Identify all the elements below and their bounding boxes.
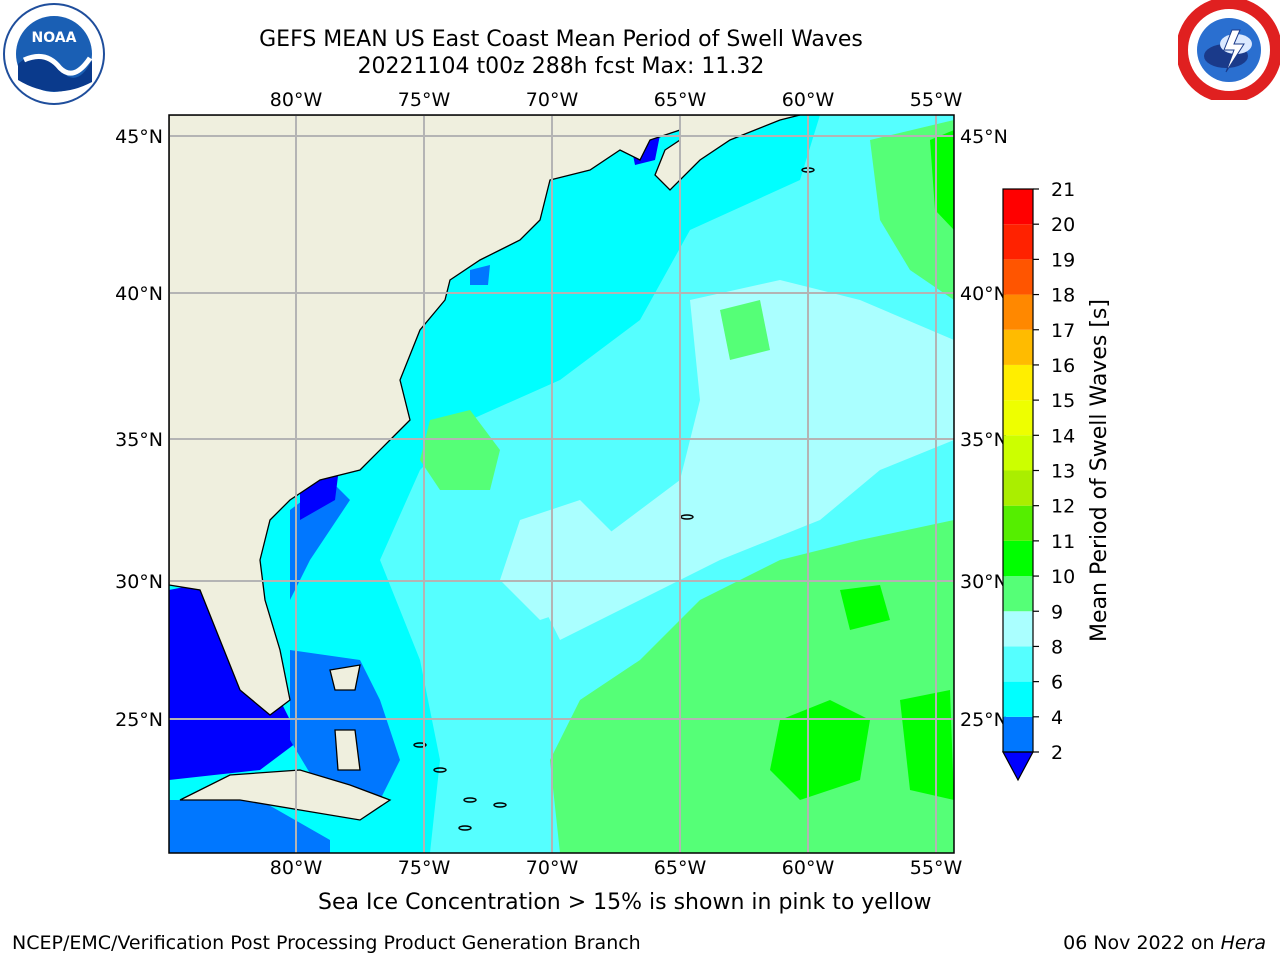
land-mass [329, 664, 361, 691]
colorbar-tick-label: 6 [1051, 672, 1063, 694]
swell-field [540, 280, 954, 640]
island [413, 742, 427, 748]
colorbar-band [1003, 716, 1033, 752]
island [463, 797, 477, 803]
lon-label-top: 55°W [910, 89, 963, 111]
lon-label-bottom: 65°W [654, 857, 707, 879]
colorbar-band [1003, 576, 1033, 612]
swell-field [290, 650, 400, 800]
footer-credit: NCEP/EMC/Verification Post Processing Pr… [12, 932, 641, 954]
colorbar-tick-label: 15 [1051, 390, 1075, 412]
colorbar-label: Mean Period of Swell Waves [s] [1087, 299, 1112, 642]
colorbar-tick-label: 18 [1051, 285, 1075, 307]
land-mass [334, 729, 361, 771]
swell-field [500, 500, 620, 620]
colorbar-tick-label: 4 [1051, 707, 1063, 729]
colorbar-tick-label: 17 [1051, 320, 1075, 342]
swell-field [470, 265, 490, 285]
footer-host: Hera [1220, 932, 1266, 954]
colorbar-band [1003, 364, 1033, 401]
colorbar-tick-label: 11 [1051, 531, 1075, 553]
colorbar-band [1003, 224, 1033, 260]
lon-label-top: 75°W [398, 89, 451, 111]
colorbar-band [1003, 646, 1033, 682]
land-mass [179, 769, 392, 821]
colorbar-band [1003, 611, 1033, 647]
lon-label-top: 70°W [526, 89, 579, 111]
map-frame [168, 114, 955, 854]
lat-label-left: 30°N [115, 571, 163, 593]
colorbar-tick-label: 14 [1051, 425, 1075, 447]
lon-label-bottom: 55°W [910, 857, 963, 879]
colorbar-tick-label: 2 [1051, 742, 1063, 764]
colorbar-band [1003, 540, 1033, 577]
land-mass [654, 115, 801, 191]
colorbar-tick-label: 13 [1051, 461, 1075, 483]
colorbar-band [1003, 681, 1033, 717]
colorbar-band [1003, 505, 1033, 541]
colorbar-band [1003, 435, 1033, 471]
island [433, 767, 447, 773]
forecast-subtitle: 20221104 t00z 288h fcst Max: 11.32 [357, 54, 765, 79]
swell-field [720, 300, 770, 360]
colorbar-band [1003, 259, 1033, 295]
lon-label-bottom: 70°W [526, 857, 579, 879]
colorbar-tick-label: 19 [1051, 249, 1075, 271]
colorbar-extend [1001, 751, 1035, 782]
map-area [169, 115, 954, 853]
swell-field [169, 580, 300, 780]
lat-label-right: 45°N [960, 126, 1008, 148]
lat-label-left: 25°N [115, 709, 163, 731]
svg-text:NOAA: NOAA [32, 30, 77, 46]
island [458, 825, 472, 831]
colorbar-tick-label: 16 [1051, 355, 1075, 377]
swell-field [420, 410, 500, 490]
lat-label-right: 25°N [960, 709, 1008, 731]
lat-label-left: 45°N [115, 126, 163, 148]
page-title: GEFS MEAN US East Coast Mean Period of S… [259, 27, 863, 52]
colorbar-tick-label: 9 [1051, 601, 1063, 623]
lon-label-top: 65°W [654, 89, 707, 111]
lon-label-bottom: 80°W [270, 857, 323, 879]
colorbar-band [1003, 400, 1033, 436]
colorbar-band [1003, 189, 1033, 225]
nws-logo [1178, 0, 1280, 100]
lon-label-top: 60°W [782, 89, 835, 111]
lat-label-left: 35°N [115, 429, 163, 451]
colorbar-tick-label: 12 [1051, 496, 1075, 518]
colorbar-band [1003, 294, 1033, 330]
sea-ice-note: Sea Ice Concentration > 15% is shown in … [318, 890, 932, 915]
colorbar-band [1003, 470, 1033, 506]
swell-field [900, 690, 954, 800]
noaa-logo: NOAA [3, 3, 105, 105]
swell-field [770, 700, 870, 800]
colorbar-tick-label: 21 [1051, 179, 1075, 201]
lon-label-bottom: 75°W [398, 857, 451, 879]
footer-date-text: 06 Nov 2022 on [1063, 932, 1221, 954]
island [493, 802, 507, 808]
lat-label-right: 35°N [960, 429, 1008, 451]
footer-date: 06 Nov 2022 on Hera [1063, 932, 1266, 954]
lon-label-bottom: 60°W [782, 857, 835, 879]
lat-label-right: 30°N [960, 571, 1008, 593]
colorbar-tick-label: 10 [1051, 566, 1075, 588]
colorbar-band [1003, 329, 1033, 365]
swell-field [169, 800, 330, 853]
lon-label-top: 80°W [270, 89, 323, 111]
swell-field [840, 585, 890, 630]
lat-label-left: 40°N [115, 283, 163, 305]
colorbar-tick-label: 8 [1051, 636, 1063, 658]
colorbar-tick-label: 20 [1051, 214, 1075, 236]
lat-label-right: 40°N [960, 283, 1008, 305]
